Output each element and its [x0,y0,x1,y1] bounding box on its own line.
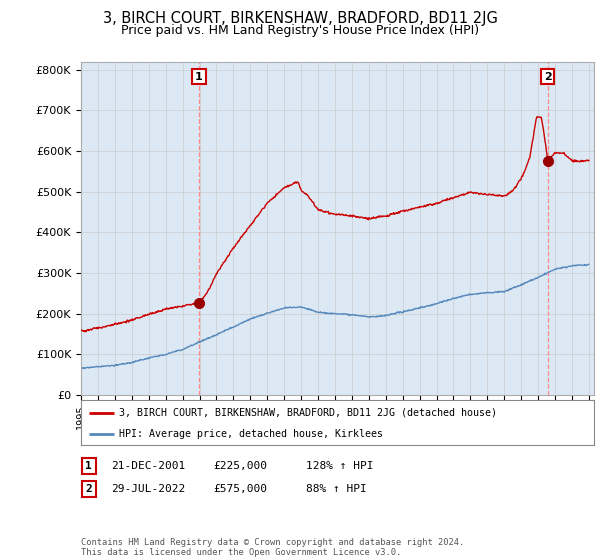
Text: 128% ↑ HPI: 128% ↑ HPI [306,461,373,471]
Text: 1: 1 [195,72,203,82]
Text: 3, BIRCH COURT, BIRKENSHAW, BRADFORD, BD11 2JG (detached house): 3, BIRCH COURT, BIRKENSHAW, BRADFORD, BD… [119,408,497,418]
Text: 3, BIRCH COURT, BIRKENSHAW, BRADFORD, BD11 2JG: 3, BIRCH COURT, BIRKENSHAW, BRADFORD, BD… [103,11,497,26]
Text: 2: 2 [544,72,551,82]
Text: 21-DEC-2001: 21-DEC-2001 [111,461,185,471]
Text: 2: 2 [85,484,92,494]
Text: £575,000: £575,000 [213,484,267,494]
Text: Contains HM Land Registry data © Crown copyright and database right 2024.
This d: Contains HM Land Registry data © Crown c… [81,538,464,557]
Text: 29-JUL-2022: 29-JUL-2022 [111,484,185,494]
Text: £225,000: £225,000 [213,461,267,471]
Text: Price paid vs. HM Land Registry's House Price Index (HPI): Price paid vs. HM Land Registry's House … [121,24,479,36]
Text: 88% ↑ HPI: 88% ↑ HPI [306,484,367,494]
Text: HPI: Average price, detached house, Kirklees: HPI: Average price, detached house, Kirk… [119,429,383,439]
Text: 1: 1 [85,461,92,471]
